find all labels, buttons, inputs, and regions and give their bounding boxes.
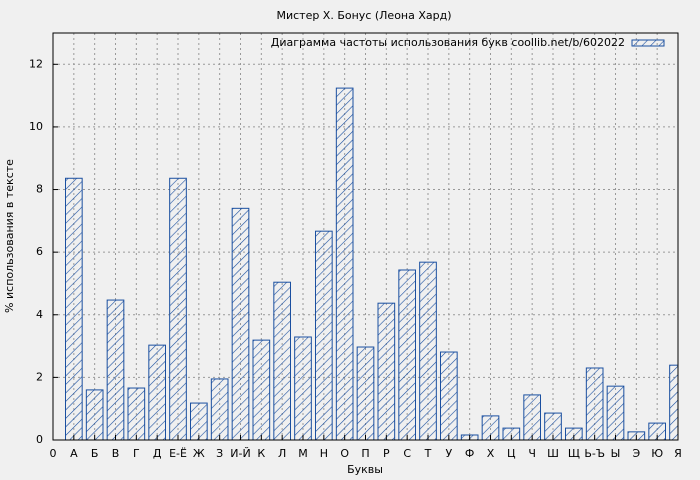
x-tick-label: Ы [611, 447, 621, 460]
x-tick-label: Ж [193, 447, 205, 460]
x-tick-label: М [298, 447, 308, 460]
x-tick-label: Э [632, 447, 640, 460]
bar [398, 269, 417, 440]
y-tick-label: 8 [36, 183, 43, 196]
x-tick-label: Ь-Ъ [584, 447, 605, 460]
y-tick-label: 0 [36, 433, 43, 446]
y-tick-label: 12 [29, 57, 43, 70]
bar [252, 339, 271, 440]
x-tick-label: П [361, 447, 369, 460]
x-tick-label: И-Й [230, 447, 250, 460]
y-axis-label: % использования в тексте [3, 159, 16, 313]
bar [273, 281, 292, 440]
x-tick-label: Л [278, 447, 286, 460]
x-tick-label: Ю [651, 447, 663, 460]
bar [419, 261, 437, 440]
x-tick-label: У [445, 447, 452, 460]
bar [335, 87, 354, 440]
x-tick-label: Ч [528, 447, 536, 460]
x-tick-label: О [340, 447, 349, 460]
x-tick-label: Е-Ё [169, 447, 187, 460]
bar [148, 344, 166, 440]
bar [169, 177, 187, 440]
x-tick-label: Ш [547, 447, 559, 460]
grid [53, 33, 678, 440]
x-tick-label: Н [320, 447, 328, 460]
bar [585, 367, 604, 440]
bar [523, 394, 541, 440]
x-tick-label: З [216, 447, 223, 460]
bar [356, 346, 375, 440]
x-tick-label: 0 [50, 447, 57, 460]
bars [65, 87, 678, 440]
bar [606, 385, 625, 440]
x-tick-label: Д [153, 447, 162, 460]
x-tick-label: К [257, 447, 265, 460]
x-tick-label: Т [424, 447, 432, 460]
x-tick-label: Р [383, 447, 390, 460]
bar [231, 207, 250, 440]
legend-swatch [631, 39, 665, 47]
bar [377, 302, 396, 440]
bar [669, 364, 678, 440]
bar [210, 378, 229, 440]
x-tick-label: Я [674, 447, 682, 460]
y-tick-label: 2 [36, 370, 43, 383]
x-tick-label: Х [487, 447, 495, 460]
bar [315, 230, 333, 440]
x-tick-label: А [70, 447, 78, 460]
x-tick-label: Б [91, 447, 99, 460]
legend: Диаграмма частоты использования букв coo… [271, 36, 665, 49]
bar [565, 427, 583, 440]
chart-title: Мистер Х. Бонус (Леона Хард) [276, 9, 451, 22]
bar [65, 177, 83, 440]
legend-label: Диаграмма частоты использования букв coo… [271, 36, 625, 49]
y-tick-label: 4 [36, 308, 43, 321]
bar [106, 299, 125, 440]
bar [440, 351, 458, 440]
x-axis-label: Буквы [347, 463, 383, 476]
bar [127, 387, 146, 440]
bar [294, 336, 312, 440]
x-tick-label: Г [133, 447, 140, 460]
y-tick-label: 6 [36, 245, 43, 258]
bar [502, 427, 521, 440]
x-tick-label: В [112, 447, 120, 460]
bar [190, 402, 208, 440]
x-tick-label: С [403, 447, 411, 460]
y-tick-label: 10 [29, 120, 43, 133]
x-tick-label: Ц [507, 447, 516, 460]
x-tick-label: Щ [568, 447, 580, 460]
x-tick-label: Ф [465, 447, 474, 460]
bar [85, 389, 104, 440]
